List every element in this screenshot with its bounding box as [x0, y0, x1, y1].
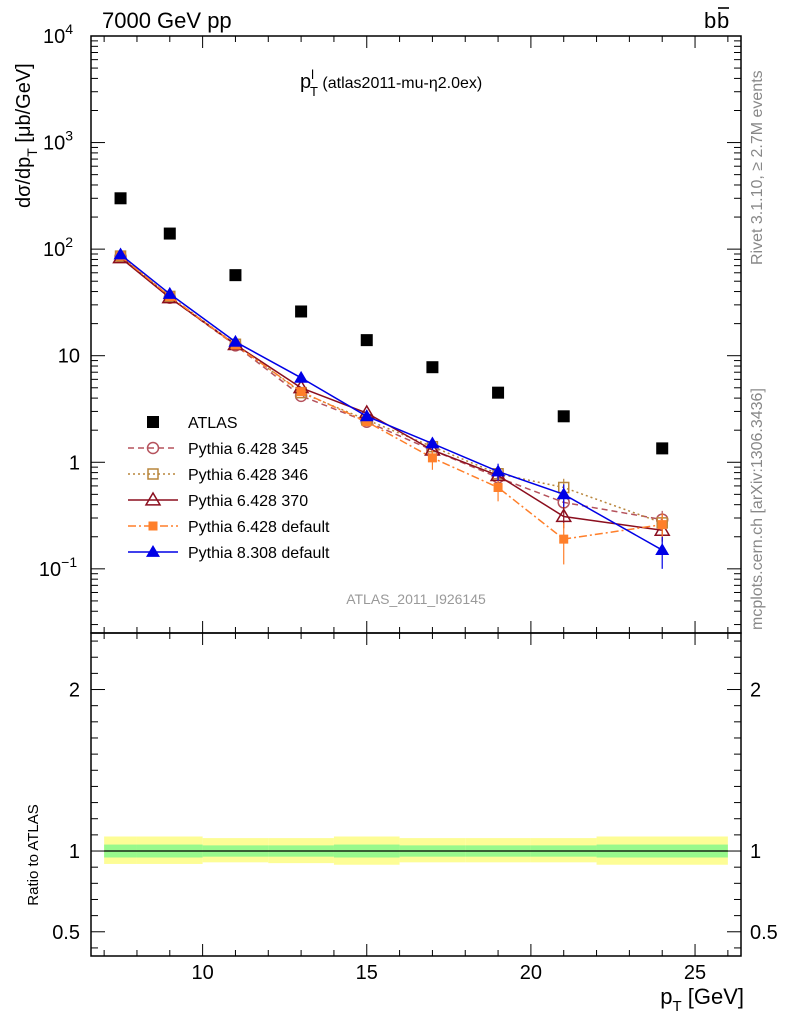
ratio-frame — [90, 632, 742, 957]
data-marker — [148, 521, 158, 531]
legend-entry-p345: Pythia 6.428 345 — [128, 441, 308, 458]
legend-entry-atlas: ATLAS — [147, 415, 238, 432]
x-tick-label: 25 — [684, 962, 706, 984]
data-marker — [228, 334, 243, 347]
x-tick-label: 20 — [520, 962, 542, 984]
series-line-pdef — [120, 255, 663, 540]
series-p345 — [114, 250, 669, 531]
data-marker — [427, 453, 437, 463]
data-marker — [555, 507, 573, 523]
process-label: b b — [704, 7, 729, 33]
legend-label: Pythia 8.308 default — [188, 545, 330, 562]
series-p346 — [114, 250, 668, 535]
series-pdef — [116, 251, 667, 565]
data-marker — [655, 543, 670, 555]
y-tick-label: 102 — [43, 234, 73, 261]
process-label-b: b — [704, 8, 716, 33]
data-marker — [362, 417, 372, 427]
legend-label: Pythia 6.428 346 — [188, 467, 308, 484]
x-tick-label: 10 — [191, 962, 213, 984]
legend-label: Pythia 6.428 345 — [188, 441, 308, 458]
ratio-y-tick-label-right: 1 — [750, 841, 761, 863]
rivet-label: Rivet 3.1.10, ≥ 2.7M events — [749, 70, 766, 265]
y-tick-label: 104 — [43, 21, 73, 48]
legend-label: ATLAS — [188, 415, 238, 432]
data-marker — [147, 416, 159, 428]
data-marker — [493, 482, 503, 492]
data-marker — [426, 361, 439, 374]
plot-title: pl T (atlas2011-mu-η2.0ex) — [300, 67, 482, 99]
data-marker — [425, 436, 440, 449]
data-marker — [163, 227, 176, 240]
legend-label: Pythia 6.428 370 — [188, 493, 308, 510]
x-axis-label: pT [GeV] — [660, 984, 744, 1015]
legend-entry-pdef: Pythia 6.428 default — [128, 519, 330, 536]
series-line-p346 — [120, 255, 663, 524]
data-marker — [657, 520, 667, 530]
data-marker — [556, 487, 571, 500]
legend: ATLAS Pythia 6.428 345 Pythia 6.428 346 Pyt… — [128, 415, 330, 562]
main-panel: 10−1 1 10 102 103 104 — [39, 21, 742, 645]
data-marker — [360, 334, 373, 347]
main-frame — [90, 35, 742, 634]
ratio-y-tick-label: 0.5 — [52, 922, 80, 944]
series-p8 — [113, 247, 670, 569]
legend-entry-p346: Pythia 6.428 346 — [128, 467, 308, 484]
y-tick-label: 10 — [58, 346, 80, 368]
y-tick-label: 1 — [69, 452, 80, 474]
analysis-label: ATLAS_2011_I926145 — [346, 591, 486, 607]
data-marker — [295, 305, 308, 318]
x-tick-label: 15 — [356, 962, 378, 984]
legend-entry-p8: Pythia 8.308 default — [128, 545, 330, 562]
data-marker — [162, 286, 177, 299]
collision-label: 7000 GeV pp — [102, 8, 232, 33]
data-marker — [491, 464, 506, 477]
ratio-y-tick-label: 2 — [69, 680, 80, 702]
data-marker — [294, 370, 309, 383]
series-line-p370 — [120, 257, 663, 532]
data-marker — [296, 387, 306, 397]
data-marker — [656, 442, 669, 455]
ratio-y-axis-label: Ratio to ATLAS — [25, 804, 42, 905]
data-marker — [557, 410, 570, 423]
data-marker — [114, 192, 127, 205]
data-marker — [492, 386, 505, 399]
ratio-y-tick-label-right: 0.5 — [750, 922, 778, 944]
data-marker — [146, 441, 160, 455]
ratio-y-tick-label-right: 2 — [750, 680, 761, 702]
data-marker — [146, 545, 160, 557]
data-marker — [359, 409, 374, 422]
ratio-panel: 10 15 20 25 0.5 0.5 1 1 2 2 — [52, 632, 778, 984]
ratio-y-tick-label: 1 — [69, 841, 80, 863]
data-marker — [559, 534, 569, 544]
y-tick-label: 10−1 — [39, 554, 77, 581]
legend-entry-p370: Pythia 6.428 370 — [128, 491, 308, 510]
legend-label: Pythia 6.428 default — [188, 519, 330, 536]
series-atlas — [114, 192, 669, 455]
data-marker — [113, 247, 128, 260]
data-marker — [229, 269, 242, 282]
data-marker — [147, 468, 159, 480]
y-tick-label: 103 — [43, 128, 73, 155]
data-marker — [144, 491, 162, 506]
process-label-bbar: b — [717, 8, 729, 33]
main-y-axis-label: dσ/dpT [μb/GeV] — [13, 63, 40, 208]
mcplots-label: mcplots.cern.ch [arXiv:1306.3436] — [749, 388, 766, 630]
